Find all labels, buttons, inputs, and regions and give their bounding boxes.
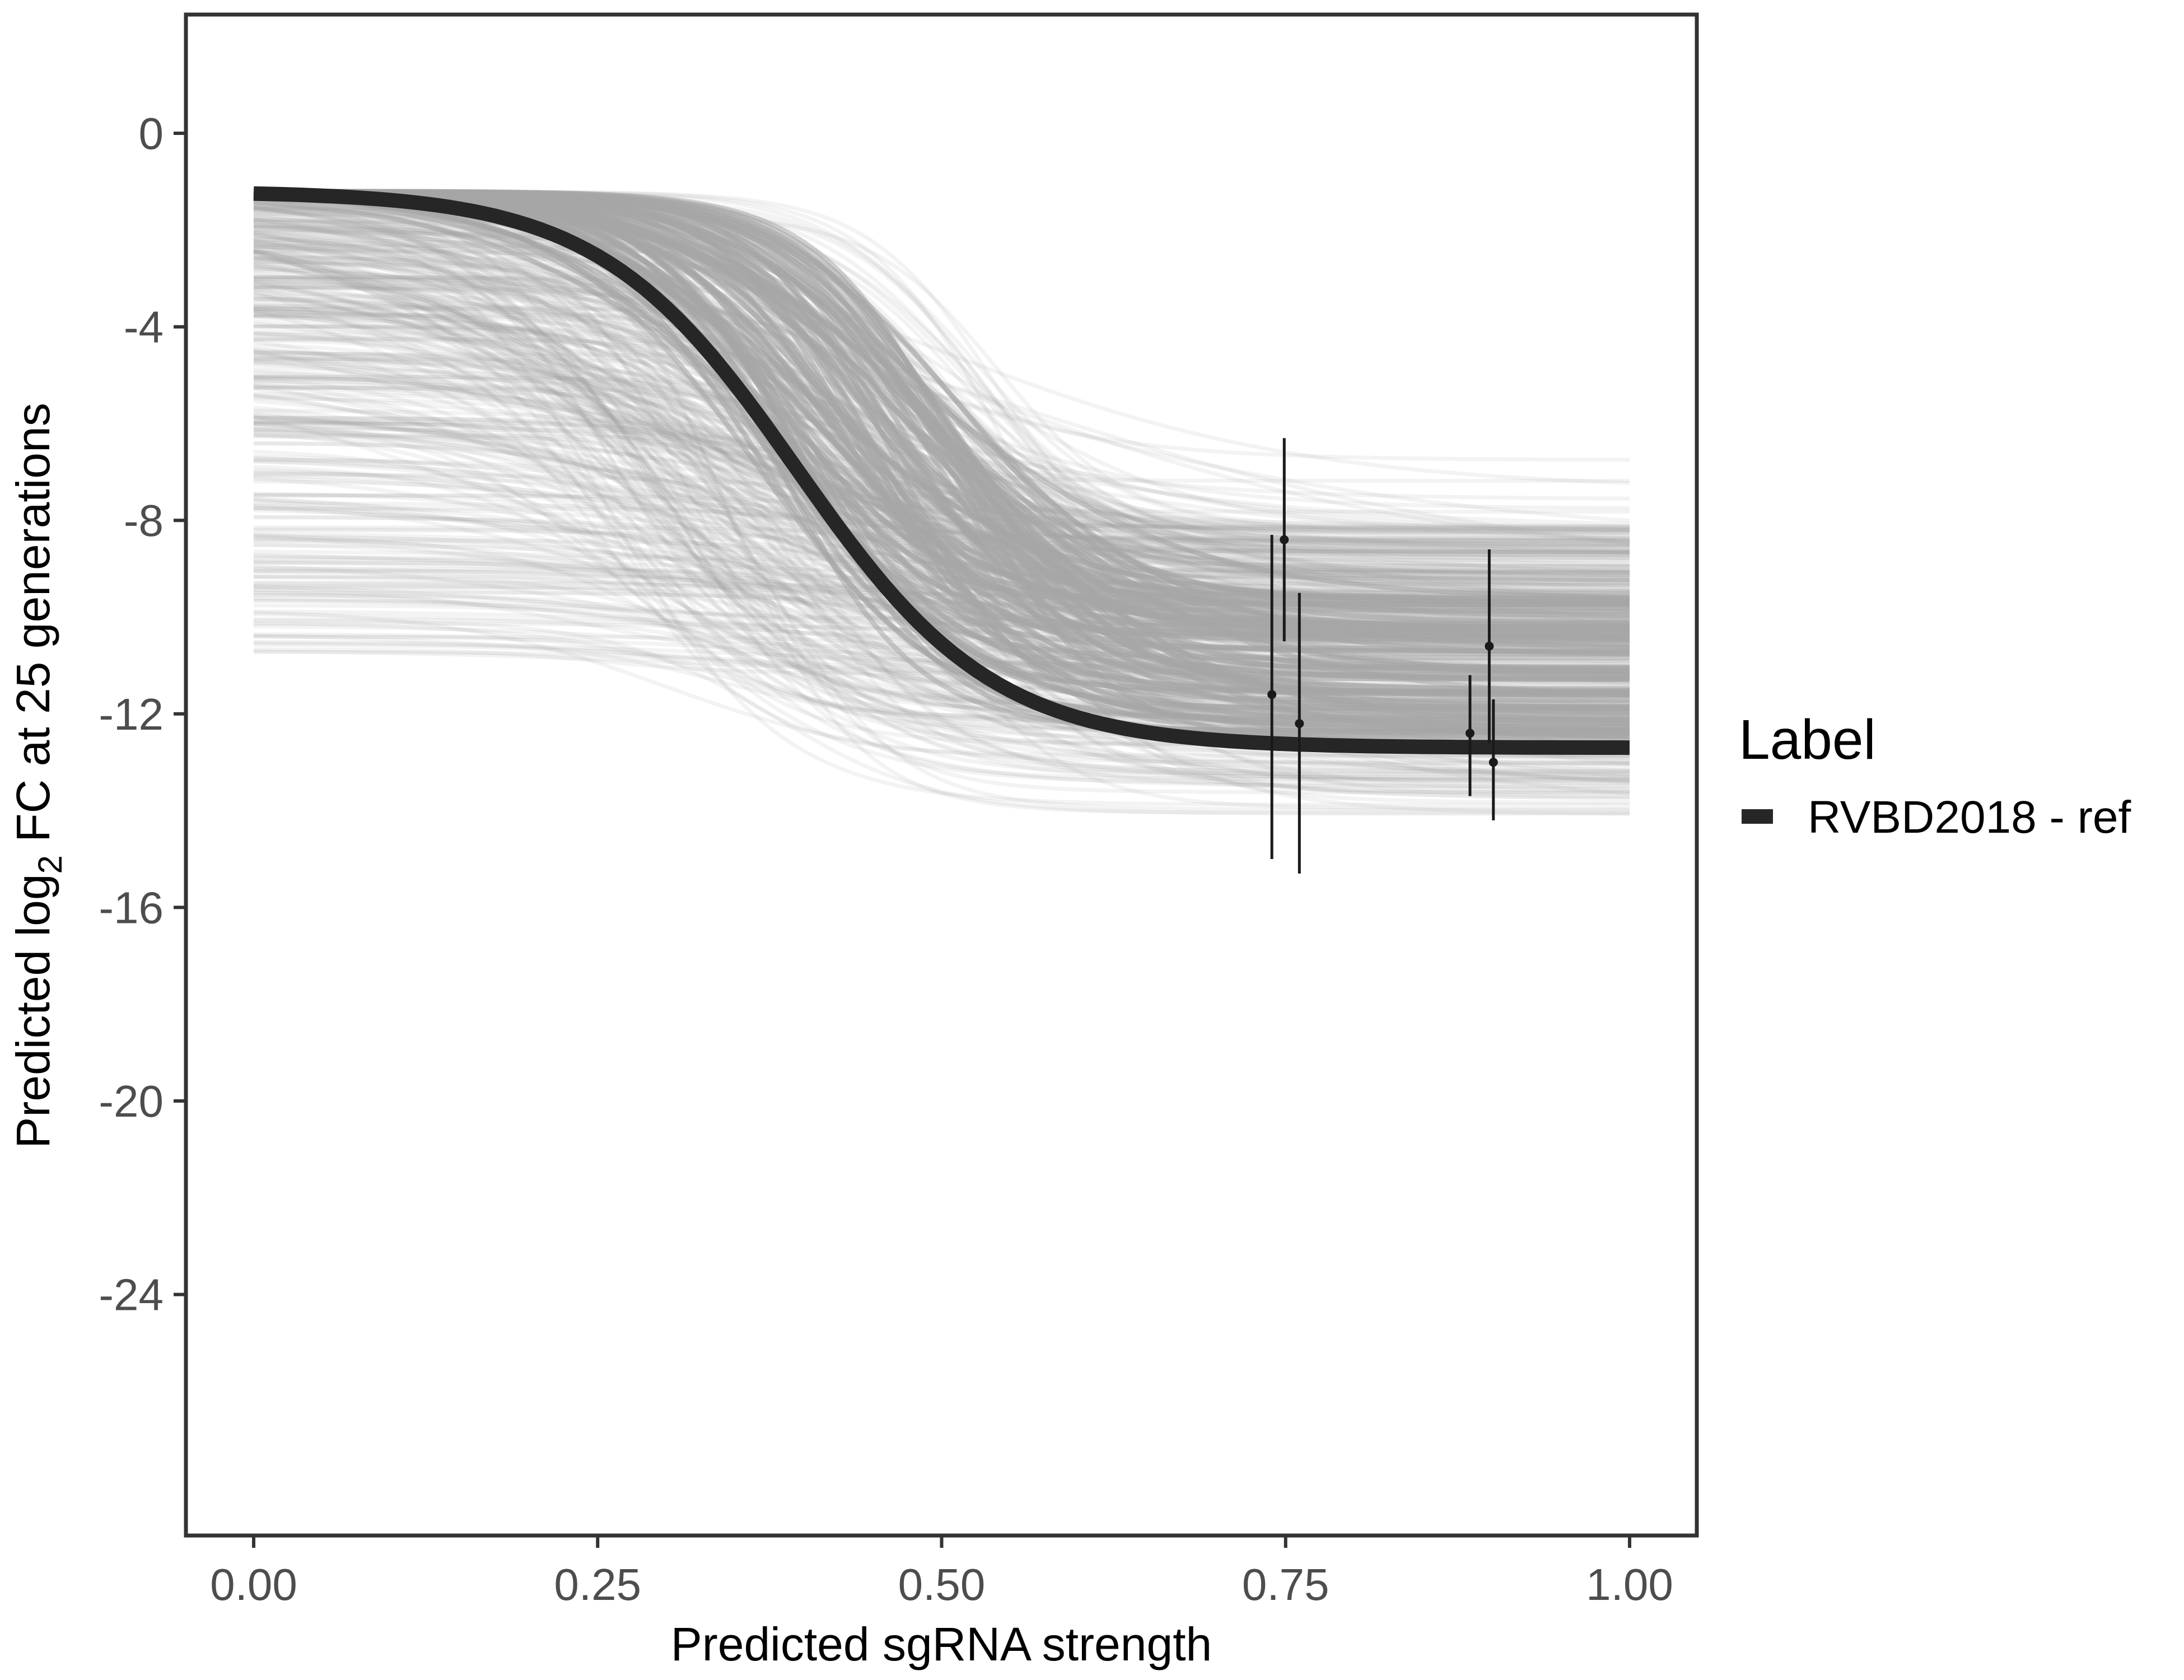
y-axis-title-rest: FC at 25 generations: [7, 403, 59, 855]
posterior-draw-line: [253, 285, 1630, 462]
posterior-draw-line: [253, 617, 1630, 782]
posterior-draw-line: [253, 277, 1630, 556]
observation-point: [1295, 719, 1304, 729]
posterior-draw-line: [253, 454, 1630, 591]
posterior-draw-line: [253, 418, 1630, 533]
posterior-draw-line: [253, 297, 1630, 781]
posterior-draw-line: [254, 312, 1630, 582]
reference-curve-layer: [253, 186, 1630, 755]
y-tick-label: -16: [99, 883, 164, 932]
posterior-draw-line: [253, 281, 1630, 768]
posterior-draw-line: [254, 618, 1630, 816]
posterior-draw-line: [253, 321, 1630, 554]
posterior-band-line: [253, 195, 1630, 683]
plot-panel-border: [184, 12, 1699, 1538]
posterior-draw-line: [253, 473, 1630, 758]
posterior-draw-line: [253, 362, 1630, 758]
x-tick-label: 0.75: [1242, 1560, 1329, 1609]
posterior-draw-line: [253, 254, 1630, 788]
x-tick-label: 1.00: [1586, 1560, 1673, 1609]
y-tick-label: -8: [124, 496, 164, 545]
observation-point: [1267, 690, 1277, 699]
posterior-band-line: [253, 189, 1630, 703]
posterior-draw-line: [253, 269, 1630, 790]
y-tick-label: -20: [99, 1076, 164, 1126]
observation-point: [1280, 535, 1289, 544]
y-axis: 0 -4 -8 -12 -16 -20 -24: [99, 109, 184, 1320]
y-axis-title-main: Predicted log: [7, 874, 59, 1148]
posterior-draw-line: [253, 250, 1630, 786]
posterior-draw-line: [253, 230, 1630, 775]
plot-area: [184, 12, 1699, 1538]
posterior-draw-line: [253, 504, 1630, 774]
y-tick-label: -4: [124, 302, 164, 352]
x-tick-label: 0.50: [898, 1560, 986, 1609]
posterior-draw-line: [254, 324, 1630, 773]
x-axis-title: Predicted sgRNA strength: [671, 1618, 1212, 1670]
posterior-draw-line: [253, 324, 1630, 594]
posterior-draw-line: [253, 610, 1630, 765]
x-tick-label: 0.25: [554, 1560, 641, 1609]
posterior-draw-line: [253, 421, 1630, 801]
posterior-draw-line: [253, 543, 1630, 782]
posterior-draw-line: [253, 230, 1630, 533]
posterior-draw-line: [253, 244, 1630, 523]
x-axis: 0.00 0.25 0.50 0.75 1.00: [210, 1537, 1673, 1609]
y-axis-title: Predicted log2 FC at 25 generations: [7, 403, 69, 1149]
posterior-band-line: [253, 189, 1630, 656]
y-axis-title-subscript: 2: [31, 855, 69, 874]
posterior-draw-line: [253, 351, 1630, 573]
reference-curve: [253, 186, 1630, 755]
legend-key-ref: [1742, 809, 1773, 824]
observation-point: [1485, 641, 1494, 651]
posterior-draw-line: [254, 528, 1630, 783]
posterior-draw-line: [253, 358, 1630, 578]
posterior-draw-line: [253, 250, 1630, 774]
legend-label-ref: RVBD2018 - ref: [1808, 792, 2131, 843]
posterior-draw-line: [253, 465, 1630, 785]
posterior-draw-line: [253, 472, 1630, 529]
posterior-draw-line: [253, 621, 1630, 772]
legend: Label RVBD2018 - ref: [1739, 708, 2131, 843]
y-tick-label: 0: [139, 109, 164, 158]
posterior-draw-line: [253, 356, 1630, 812]
observations-layer: [1267, 438, 1498, 874]
posterior-draw-line: [253, 414, 1630, 783]
posterior-draw-line: [253, 206, 1630, 807]
legend-title: Label: [1739, 708, 1876, 771]
posterior-draw-line: [253, 383, 1630, 703]
posterior-draw-line: [254, 493, 1630, 530]
posterior-draw-line: [254, 324, 1630, 575]
y-tick-label: -24: [99, 1270, 164, 1320]
posterior-draw-line: [253, 593, 1630, 777]
observation-point: [1488, 758, 1498, 767]
observation-point: [1465, 729, 1474, 738]
posterior-draw-line: [253, 308, 1630, 779]
x-tick-label: 0.00: [210, 1560, 297, 1609]
posterior-draw-line: [253, 539, 1630, 776]
y-tick-label: -12: [99, 689, 164, 739]
